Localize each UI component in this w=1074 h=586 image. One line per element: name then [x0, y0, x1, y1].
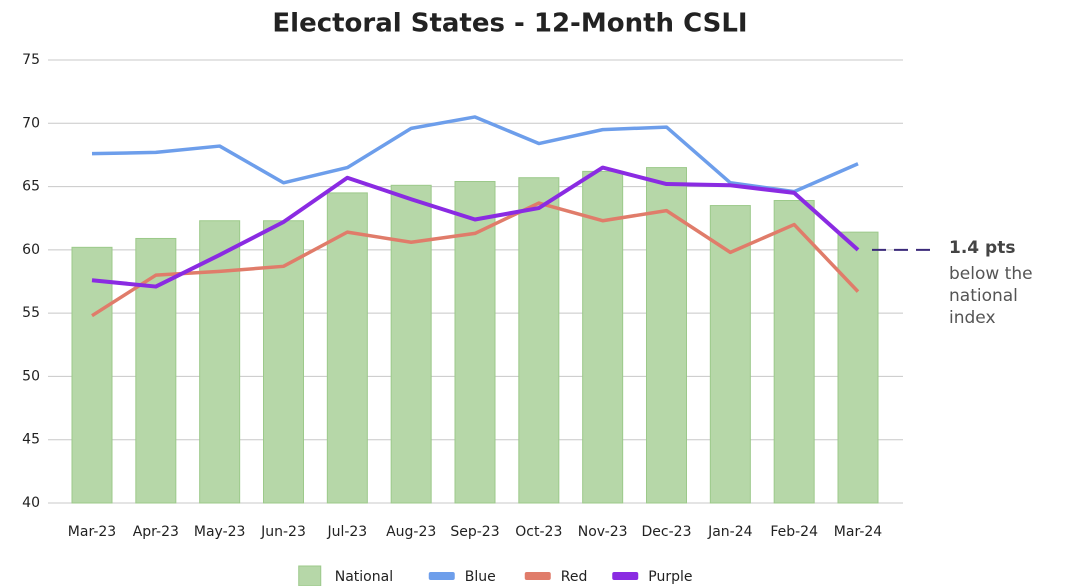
- x-tick-label: Dec-23: [642, 524, 692, 540]
- bar: [263, 220, 304, 504]
- line-series: [91, 201, 860, 318]
- bar: [390, 184, 432, 504]
- bar: [773, 199, 815, 504]
- legend-swatch: [428, 572, 455, 580]
- bar: [646, 167, 687, 504]
- x-tick-label: Apr-23: [133, 524, 179, 540]
- legend-label: National: [335, 569, 393, 585]
- y-tick-label: 40: [22, 495, 40, 511]
- y-tick-label: 60: [22, 242, 40, 258]
- legend-swatch: [524, 572, 551, 580]
- bar: [199, 220, 241, 504]
- y-tick-label: 75: [22, 52, 40, 68]
- annotation-text: index: [949, 308, 996, 328]
- bar: [71, 246, 113, 504]
- x-tick-label: Jul-23: [326, 524, 367, 540]
- y-tick-label: 70: [22, 115, 40, 131]
- x-tick-label: Sep-23: [450, 524, 499, 540]
- x-tick-label: Oct-23: [515, 524, 562, 540]
- y-tick-label: 65: [22, 179, 40, 195]
- x-tick-label: Mar-24: [834, 524, 882, 540]
- annotation-text: national: [949, 286, 1018, 306]
- y-tick-label: 45: [22, 432, 40, 448]
- annotation-title: 1.4 pts: [949, 238, 1015, 258]
- x-tick-label: Mar-23: [68, 524, 116, 540]
- x-tick-label: Feb-24: [770, 524, 818, 540]
- legend-label: Red: [561, 569, 588, 585]
- x-tick-label: May-23: [194, 524, 246, 540]
- bar: [326, 192, 368, 504]
- legend-label: Purple: [648, 569, 692, 585]
- annotation-text: below the: [949, 264, 1033, 284]
- legend-swatch: [612, 572, 639, 580]
- x-tick-label: Jan-24: [707, 524, 753, 540]
- bar: [518, 177, 560, 504]
- x-tick-label: Nov-23: [578, 524, 628, 540]
- x-tick-label: Jun-23: [260, 524, 306, 540]
- chart-title: Electoral States - 12-Month CSLI: [272, 9, 747, 39]
- line-series: [91, 115, 859, 194]
- legend-label: Blue: [465, 569, 496, 585]
- bar: [582, 170, 624, 504]
- bar: [709, 205, 751, 504]
- bar: [135, 237, 177, 504]
- x-tick-label: Aug-23: [386, 524, 436, 540]
- y-tick-label: 55: [22, 305, 40, 321]
- line-series: [91, 165, 860, 289]
- y-tick-label: 50: [22, 368, 40, 384]
- legend-swatch: [298, 565, 322, 586]
- bar: [454, 181, 496, 504]
- bar: [837, 231, 879, 504]
